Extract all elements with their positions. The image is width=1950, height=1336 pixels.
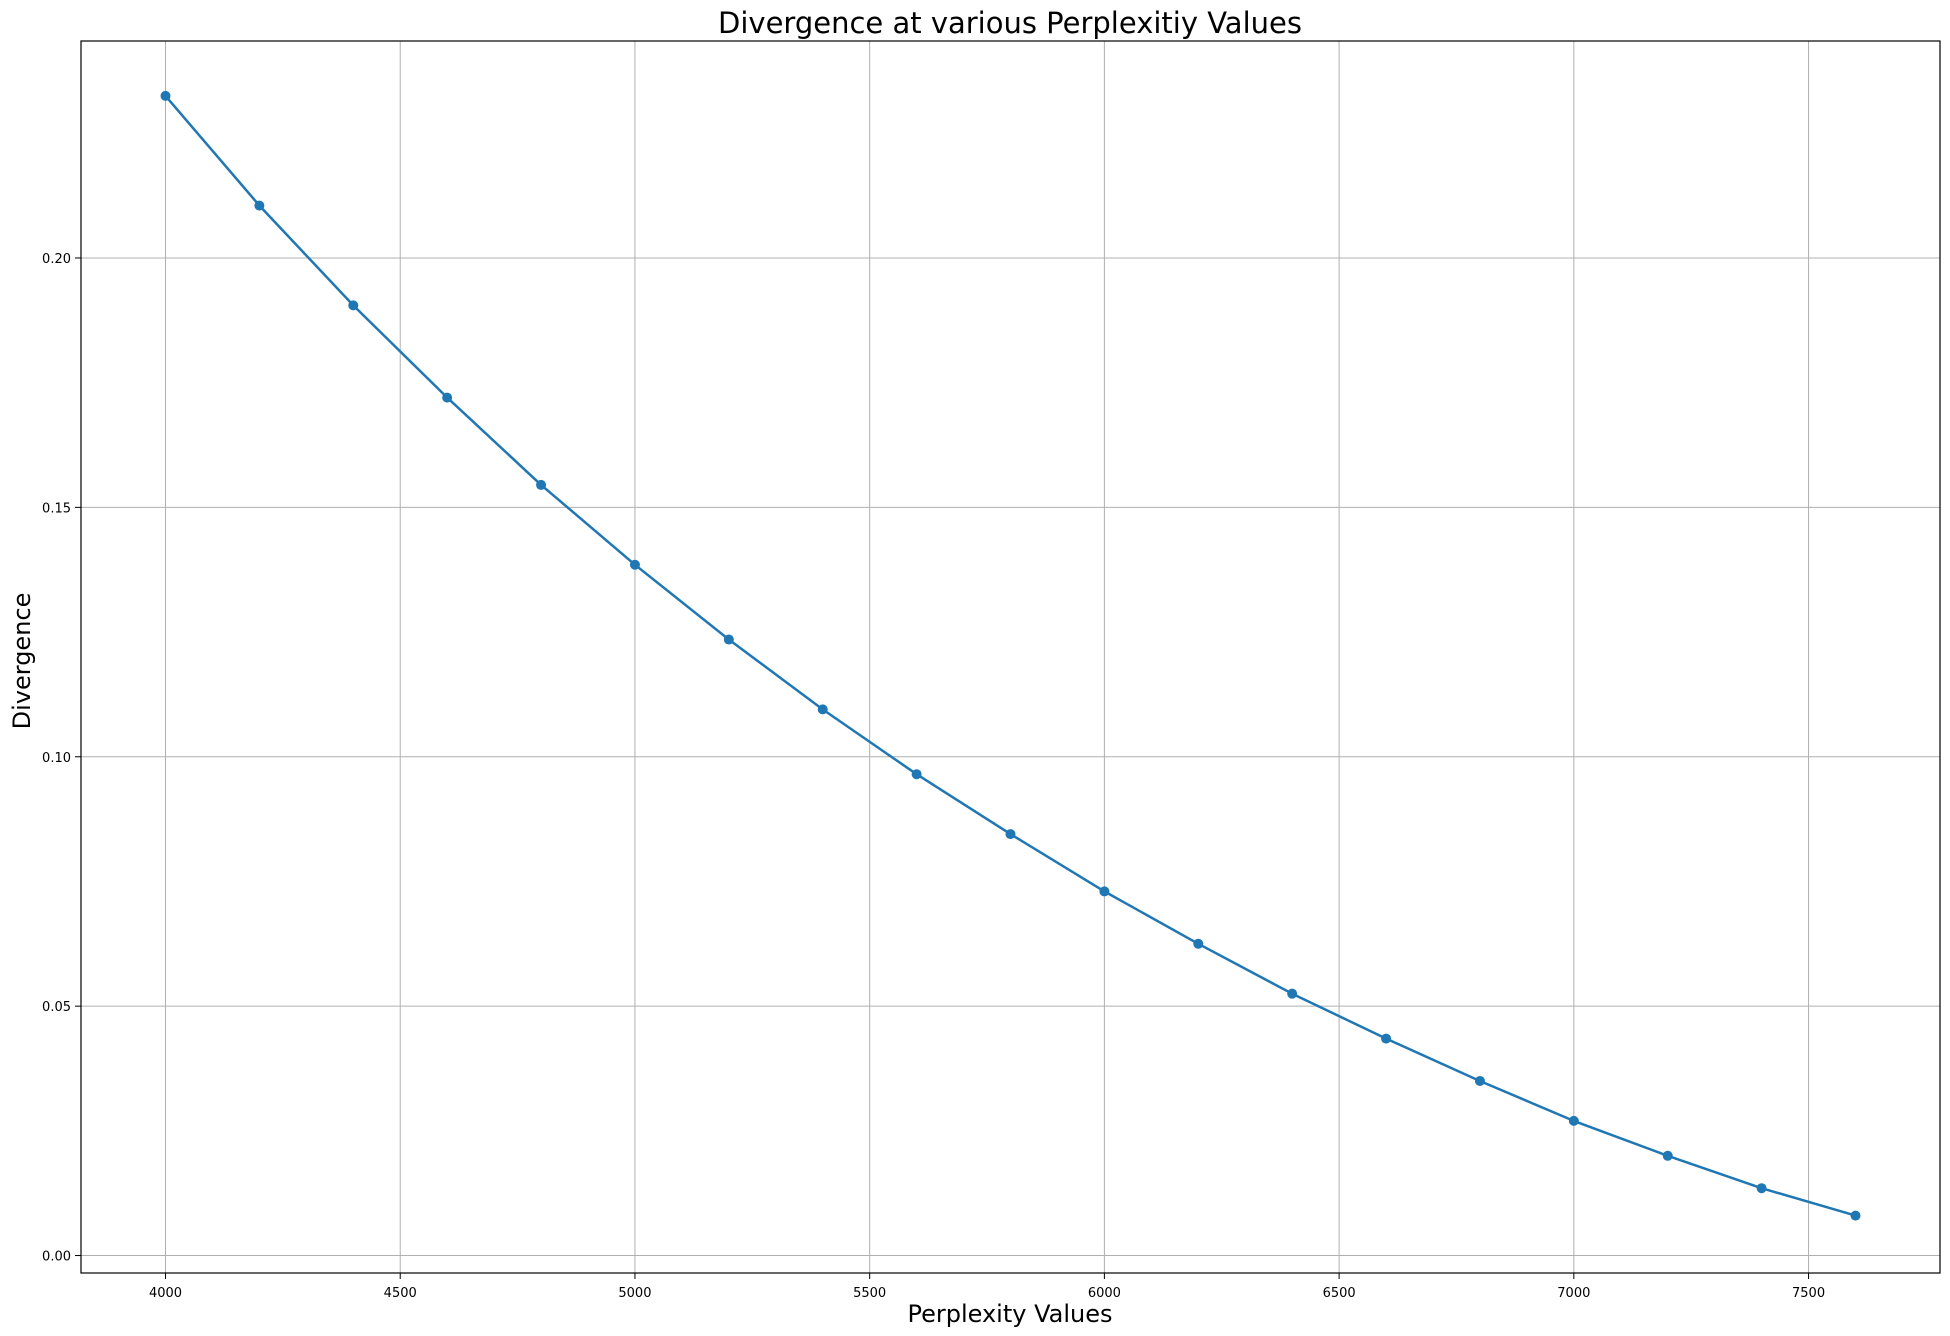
data-series [160, 90, 1861, 1221]
x-tick-label: 4000 [149, 1286, 182, 1301]
data-point [1193, 938, 1204, 949]
x-tick-label: 5000 [618, 1286, 651, 1301]
y-tick-label: 0.15 [42, 501, 71, 516]
data-point [723, 634, 734, 645]
data-point [442, 392, 453, 403]
data-point [1662, 1150, 1673, 1161]
series-line [164, 94, 1857, 1217]
x-tick-label: 6000 [1088, 1286, 1121, 1301]
data-point [1287, 988, 1298, 999]
data-point [1474, 1075, 1485, 1086]
data-point [536, 479, 547, 490]
data-point [1099, 886, 1110, 897]
x-tick-label: 6500 [1323, 1286, 1356, 1301]
x-axis-label: Perplexity Values [907, 1300, 1112, 1328]
y-tick-label: 0.05 [42, 1000, 71, 1015]
y-tick-label: 0.00 [42, 1250, 71, 1265]
grid-lines [81, 41, 1940, 1273]
x-tick-label: 7500 [1792, 1286, 1825, 1301]
y-tick-label: 0.10 [42, 751, 71, 766]
x-tick-label: 4500 [384, 1286, 417, 1301]
data-point [348, 300, 359, 311]
data-point [911, 769, 922, 780]
data-point [1568, 1115, 1579, 1126]
x-tick-label: 5500 [853, 1286, 886, 1301]
data-point [817, 704, 828, 715]
y-axis-label: Divergence [8, 593, 36, 730]
data-point [160, 90, 171, 101]
y-tick-label: 0.20 [42, 252, 71, 267]
data-point [254, 200, 265, 211]
data-point [1005, 829, 1016, 840]
plot-area-frame [80, 40, 1941, 1274]
data-point [1756, 1183, 1767, 1194]
axis-ticks: 4000 4500 5000 5500 6000 6500 7000 7500 0.00 0.05… [42, 252, 1825, 1301]
data-point [629, 559, 640, 570]
data-point [1850, 1210, 1861, 1221]
data-point [1381, 1033, 1392, 1044]
chart-title: Divergence at various Perplexitiy Values [718, 6, 1302, 40]
x-tick-label: 7000 [1557, 1286, 1590, 1301]
